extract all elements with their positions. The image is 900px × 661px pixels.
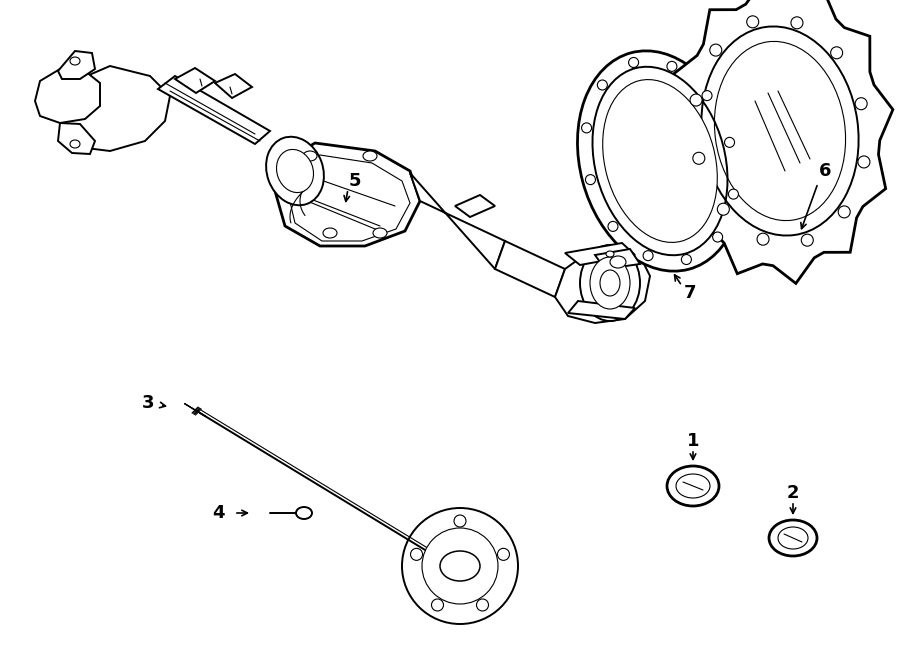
Text: 2: 2 xyxy=(787,484,799,502)
Ellipse shape xyxy=(454,515,466,527)
Polygon shape xyxy=(410,173,505,269)
Ellipse shape xyxy=(667,466,719,506)
Ellipse shape xyxy=(717,203,729,215)
Ellipse shape xyxy=(676,474,710,498)
Ellipse shape xyxy=(363,151,377,161)
Ellipse shape xyxy=(690,94,702,106)
Ellipse shape xyxy=(606,251,614,257)
Ellipse shape xyxy=(693,152,705,165)
Ellipse shape xyxy=(580,245,640,321)
Polygon shape xyxy=(595,249,640,269)
Ellipse shape xyxy=(70,140,80,148)
Polygon shape xyxy=(215,74,252,98)
Ellipse shape xyxy=(702,91,712,100)
Ellipse shape xyxy=(769,520,817,556)
Ellipse shape xyxy=(431,599,444,611)
Polygon shape xyxy=(565,243,635,265)
Ellipse shape xyxy=(440,551,480,581)
Ellipse shape xyxy=(373,228,387,238)
Polygon shape xyxy=(667,0,893,284)
Text: 5: 5 xyxy=(349,172,361,190)
Polygon shape xyxy=(495,241,565,297)
Ellipse shape xyxy=(276,149,313,192)
Ellipse shape xyxy=(747,16,759,28)
Polygon shape xyxy=(568,301,635,319)
Ellipse shape xyxy=(598,80,608,90)
Ellipse shape xyxy=(608,221,618,231)
Text: 7: 7 xyxy=(684,284,697,302)
Ellipse shape xyxy=(592,67,727,255)
Ellipse shape xyxy=(610,256,626,268)
Polygon shape xyxy=(158,76,270,144)
Ellipse shape xyxy=(410,549,422,561)
Ellipse shape xyxy=(266,137,324,206)
Ellipse shape xyxy=(303,151,317,161)
Polygon shape xyxy=(58,51,95,79)
Ellipse shape xyxy=(603,79,717,243)
Text: 4: 4 xyxy=(212,504,224,522)
Polygon shape xyxy=(555,246,650,323)
Polygon shape xyxy=(58,123,95,154)
Ellipse shape xyxy=(713,232,723,242)
Ellipse shape xyxy=(801,234,814,246)
Text: 1: 1 xyxy=(687,432,699,450)
Ellipse shape xyxy=(498,549,509,561)
Ellipse shape xyxy=(422,528,498,604)
Ellipse shape xyxy=(858,156,870,168)
Polygon shape xyxy=(175,68,215,93)
Ellipse shape xyxy=(323,228,337,238)
Ellipse shape xyxy=(476,599,489,611)
Ellipse shape xyxy=(757,233,769,245)
Ellipse shape xyxy=(855,98,868,110)
Ellipse shape xyxy=(296,507,312,519)
Ellipse shape xyxy=(838,206,850,218)
Ellipse shape xyxy=(628,58,639,67)
Text: 6: 6 xyxy=(819,162,832,180)
Ellipse shape xyxy=(644,251,653,260)
Ellipse shape xyxy=(831,47,842,59)
Ellipse shape xyxy=(590,257,630,309)
Ellipse shape xyxy=(402,508,518,624)
Ellipse shape xyxy=(710,44,722,56)
Ellipse shape xyxy=(600,270,620,296)
Ellipse shape xyxy=(581,123,591,133)
Ellipse shape xyxy=(728,189,738,199)
Ellipse shape xyxy=(667,61,677,71)
Ellipse shape xyxy=(791,17,803,29)
Ellipse shape xyxy=(586,175,596,184)
Polygon shape xyxy=(455,195,495,217)
Ellipse shape xyxy=(778,527,808,549)
Polygon shape xyxy=(275,143,420,246)
Polygon shape xyxy=(35,69,100,123)
Ellipse shape xyxy=(681,254,691,264)
Polygon shape xyxy=(55,66,170,151)
Ellipse shape xyxy=(578,51,742,271)
Ellipse shape xyxy=(724,137,734,147)
Text: 3: 3 xyxy=(142,394,154,412)
Ellipse shape xyxy=(70,57,80,65)
